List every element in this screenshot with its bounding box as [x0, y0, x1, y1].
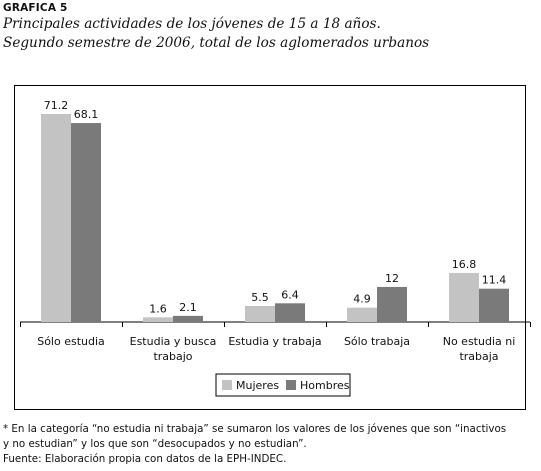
- data-label: 71.2: [44, 99, 69, 112]
- data-label: 2.1: [179, 301, 197, 314]
- data-label: 12: [385, 272, 399, 285]
- data-label: 16.8: [452, 258, 477, 271]
- figure-label: GRAFICA 5: [3, 2, 68, 14]
- data-label: 4.9: [353, 293, 371, 306]
- bar: [275, 303, 305, 322]
- footnote-line-1: * En la categoría “no estudia ni trabaja…: [3, 423, 507, 435]
- bar: [41, 114, 71, 322]
- x-tick-label: Estudia y busca: [130, 335, 217, 348]
- bar: [143, 317, 173, 322]
- x-tick-label: trabaja: [459, 350, 498, 363]
- data-label: 11.4: [482, 274, 507, 287]
- footnote: * En la categoría “no estudia ni trabaja…: [3, 422, 539, 467]
- data-label: 68.1: [74, 108, 99, 121]
- data-label: 6.4: [281, 288, 299, 301]
- footnote-line-2: y no estudian” y los que son “desocupado…: [3, 438, 307, 450]
- chart-frame: [14, 85, 526, 410]
- bar: [173, 315, 203, 322]
- bar: [479, 288, 509, 322]
- title-line-2: Segundo semestre de 2006, total de los a…: [3, 35, 430, 51]
- x-tick-label: No estudia ni: [443, 335, 516, 348]
- legend-box: [215, 373, 351, 397]
- chart-title: Principales actividades de los jóvenes d…: [3, 15, 533, 53]
- x-tick-label: trabajo: [153, 350, 192, 363]
- legend-swatch: [286, 380, 296, 390]
- bar: [449, 272, 479, 322]
- x-tick-label: Estudia y trabaja: [228, 335, 321, 348]
- bar: [377, 286, 407, 322]
- data-label: 1.6: [149, 302, 167, 315]
- x-tick-label: Sólo estudia: [37, 335, 105, 348]
- bar: [245, 305, 275, 322]
- x-tick-label: Sólo trabaja: [344, 335, 410, 348]
- legend-label: Hombres: [300, 379, 350, 392]
- data-label: 5.5: [251, 291, 269, 304]
- bar: [71, 123, 101, 322]
- bar: [347, 307, 377, 322]
- source-line: Fuente: Elaboración propia con datos de …: [3, 453, 287, 465]
- title-line-1: Principales actividades de los jóvenes d…: [3, 16, 381, 32]
- legend-swatch: [222, 380, 232, 390]
- legend-label: Mujeres: [236, 379, 279, 392]
